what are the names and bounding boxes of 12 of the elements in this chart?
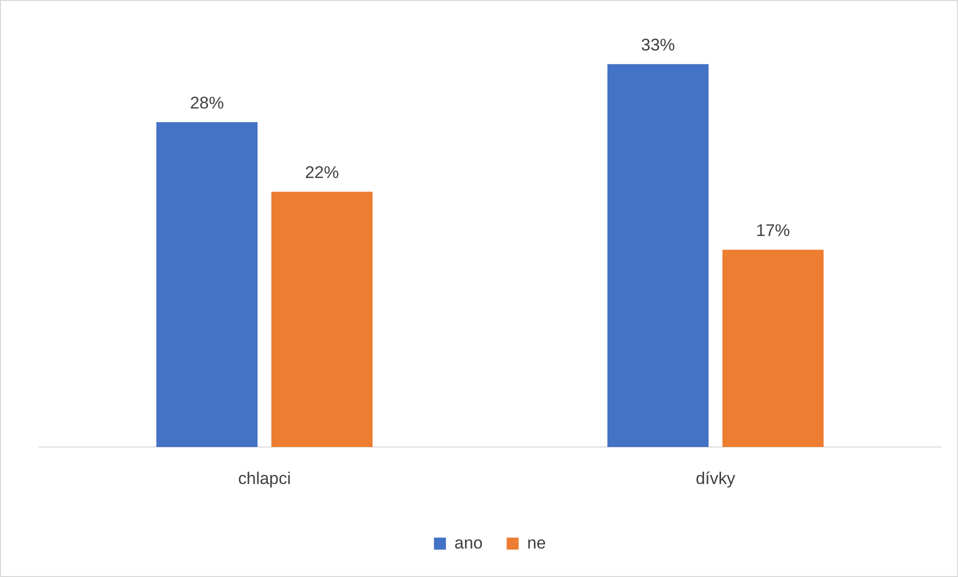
bar bbox=[156, 122, 258, 448]
data-label: 22% bbox=[304, 162, 339, 182]
legend-label: ne bbox=[527, 533, 546, 552]
bar bbox=[271, 192, 373, 448]
x-tick-label: chlapci bbox=[238, 468, 291, 488]
bar bbox=[607, 64, 709, 448]
data-label: 33% bbox=[641, 35, 675, 54]
legend-label: ano bbox=[454, 533, 483, 552]
data-label: 17% bbox=[756, 221, 790, 240]
bar bbox=[722, 250, 824, 448]
data-label: 28% bbox=[190, 93, 224, 112]
x-tick-label: dívky bbox=[696, 468, 736, 488]
